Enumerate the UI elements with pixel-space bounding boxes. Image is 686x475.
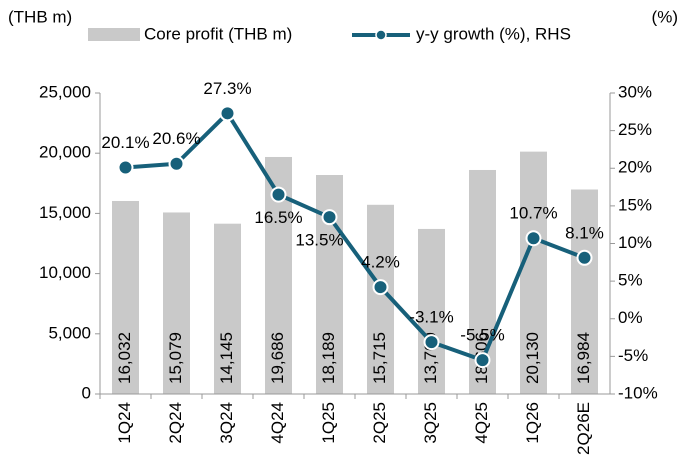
line-marker [372,279,389,296]
line-value-label: -5.5% [460,326,504,345]
y-tick-label: 10,000 [39,263,91,282]
y-tick-label: 5,000 [48,323,91,342]
y2-tick-label: 15% [618,195,652,214]
x-tick-label: 4Q25 [472,402,491,444]
bar [163,212,190,394]
bar [520,151,547,394]
x-tick-label: 3Q25 [421,402,440,444]
x-tick-label: 2Q25 [370,402,389,444]
bar-value-label: 15,715 [370,332,389,384]
bar-value-label: 14,145 [217,332,236,384]
y2-tick-label: 10% [618,233,652,252]
x-tick-label: 1Q26 [523,402,542,444]
line-value-label: 8.1% [565,223,604,242]
y2-tick-label: -5% [618,346,648,365]
line-marker [321,209,338,226]
bar-value-label: 15,079 [166,332,185,384]
bar-value-label: 16,984 [574,332,593,384]
bar-value-label: 16,032 [115,332,134,384]
y-axis-label: (THB m) [8,7,72,26]
bar [571,189,598,394]
y2-tick-label: 0% [618,308,643,327]
line-value-label: 16.5% [254,208,302,227]
line-value-label: 27.3% [203,79,251,98]
y2-tick-label: 20% [618,158,652,177]
line-marker [474,352,491,369]
line-marker [270,186,287,203]
x-tick-label: 1Q24 [115,402,134,444]
line-marker [117,159,134,176]
line-value-label: 10.7% [509,204,557,223]
y-tick-label: 15,000 [39,203,91,222]
legend-swatch-marker [375,29,387,41]
x-tick-label: 3Q24 [217,402,236,444]
y-tick-label: 20,000 [39,143,91,162]
bar [214,223,241,394]
bar-value-label: 18,189 [319,332,338,384]
legend-label: Core profit (THB m) [144,24,292,43]
y2-tick-label: 25% [618,120,652,139]
y2-tick-label: -10% [618,383,658,402]
bar-value-label: 19,686 [268,332,287,384]
x-tick-label: 4Q24 [268,402,287,444]
line-marker [576,249,593,266]
line-value-label: -3.1% [409,308,453,327]
y2-axis-label: (%) [652,7,678,26]
x-tick-label: 1Q25 [319,402,338,444]
line-marker [525,230,542,247]
y2-tick-label: 30% [618,82,652,101]
line-value-label: 13.5% [295,231,343,250]
line-marker [423,334,440,351]
x-tick-label: 2Q24 [166,402,185,444]
bar [418,228,445,394]
x-tick-label: 2Q26E [574,402,593,455]
line-marker [168,155,185,172]
y2-tick-label: 5% [618,271,643,290]
legend-label: y-y growth (%), RHS [416,24,571,43]
line-value-label: 20.1% [101,133,149,152]
legend-swatch-bar [88,28,140,41]
line-marker [219,105,236,122]
y-tick-label: 25,000 [39,82,91,101]
bar-value-label: 20,130 [523,332,542,384]
y-tick-label: 0 [82,383,91,402]
line [125,111,586,363]
line-value-label: 4.2% [361,253,400,272]
line-value-label: 20.6% [152,129,200,148]
bar [112,200,139,394]
